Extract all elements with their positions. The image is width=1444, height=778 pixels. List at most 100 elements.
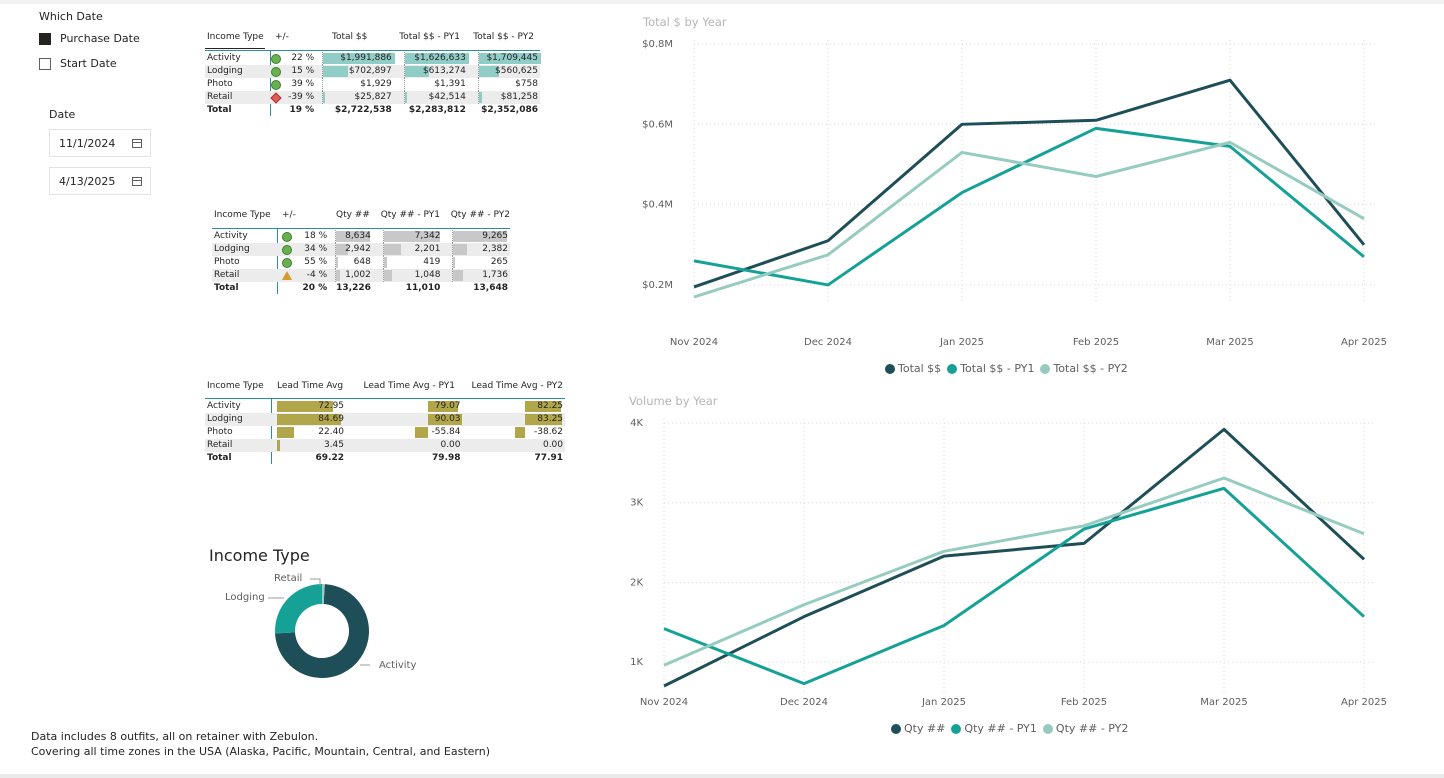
total-value: $2,722,538 [334,105,392,115]
value-cell: 84.69 [276,413,347,426]
status-circle-icon [271,79,282,90]
data-bar [478,92,482,103]
column-divider [277,228,278,294]
total-value: 13,226 [336,283,371,293]
legend-item[interactable]: Qty ## [891,722,945,735]
start-date-option[interactable]: Start Date [39,57,117,70]
calendar-icon[interactable] [132,176,142,186]
y-tick-label: $0.4M [642,200,673,211]
col-header-lead-time-py1[interactable]: Lead Time Avg - PY1 [363,381,455,391]
value-cell: 1,002 [335,269,373,282]
qty-table: Income Type +/- Qty ## Qty ## - PY1 Qty … [212,208,510,294]
col-header-change[interactable]: +/- [275,32,289,42]
calendar-icon[interactable] [132,138,142,148]
data-bar [453,244,468,255]
series-line-2[interactable] [693,140,1365,299]
col-header-lead-time[interactable]: Lead Time Avg [277,381,344,391]
data-bar [276,427,294,438]
col-header-lead-time-py2[interactable]: Lead Time Avg - PY2 [471,381,563,391]
table-row[interactable]: Retail 3.45 0.00 0.00 [205,439,565,452]
x-tick-label: Dec 2024 [780,697,828,708]
col-header-change[interactable]: +/- [282,210,296,220]
column-divider [270,50,271,116]
legend-dot-icon [1042,723,1053,734]
table-row[interactable]: Photo 22.40 -55.84 -38.62 [205,426,565,439]
table-row[interactable]: Photo 39 % $1,929 $1,391 $758 [205,78,540,91]
total-value: 79.98 [432,453,461,463]
bottom-strip [0,774,1444,778]
col-header-total[interactable]: Total $$ [332,32,368,42]
series-line-2[interactable] [663,476,1365,667]
series-line-1[interactable] [693,126,1365,287]
which-date-title: Which Date [39,10,103,23]
legend-item[interactable]: Total $$ [885,362,941,375]
table-body: Activity 22 % $1,991,886 $1,626,633 $1,709,4… [205,52,541,117]
date-slicer-title: Date [49,108,76,121]
data-bar [415,427,429,438]
series-line-0[interactable] [693,78,1366,289]
income-type-cell: Activity [214,231,248,241]
value-text: 84.69 [318,414,345,424]
table-row[interactable]: Activity 72.95 79.07 82.25 [205,400,565,413]
y-tick-label: $0.2M [642,280,673,291]
col-header-qty-py1[interactable]: Qty ## - PY1 [380,210,440,220]
change-percent: 39 % [291,79,315,89]
data-bar [404,92,407,103]
donut-slice-retail[interactable] [322,584,325,605]
col-header-qty[interactable]: Qty ## [336,210,370,220]
col-header-total-py2[interactable]: Total $$ - PY2 [473,32,534,42]
value-cell: 90.03 [393,413,463,426]
value-text: 72.95 [318,401,345,411]
table-row[interactable]: Photo 55 % 648 419 265 [212,256,510,269]
value-text: -55.84 [431,427,461,437]
table-row[interactable]: Activity 22 % $1,991,886 $1,626,633 $1,709,4… [205,52,541,65]
legend-item[interactable]: Qty ## - PY2 [1042,722,1128,735]
total-value: $2,283,812 [408,105,466,115]
table-row[interactable]: Lodging 15 % $702,897 $613,274 $560,625 [205,65,540,78]
value-text: 8,634 [345,231,371,241]
purchase-date-checkbox[interactable] [39,32,51,45]
value-text: -38.62 [534,427,564,437]
value-text: 1,048 [414,270,441,280]
income-type-cell: Retail [207,440,233,450]
col-header-total-py1[interactable]: Total $$ - PY1 [399,32,460,42]
kpi-cell: 34 % [276,243,332,256]
series-line-0[interactable] [663,427,1366,688]
table-row[interactable]: Lodging 84.69 90.03 83.25 [205,413,565,426]
table-header: Income Type Lead Time Avg Lead Time Avg … [205,379,565,393]
col-header-income-type[interactable]: Income Type [207,32,264,42]
series-line-1[interactable] [663,486,1366,686]
volume-by-year-legend: Qty ## Qty ## - PY1 Qty ## - PY2 [891,722,1134,735]
value-text: 1,736 [482,270,508,280]
legend-item[interactable]: Total $$ - PY2 [1040,362,1128,375]
total-change: 20 % [302,283,328,293]
legend-dot-icon [951,723,962,734]
table-body: Activity 72.95 79.07 82.25 Lodging 84.69 90.03… [205,400,565,465]
col-header-income-type[interactable]: Income Type [214,210,271,220]
lead-time-table: Income Type Lead Time Avg Lead Time Avg … [205,379,565,465]
legend-item[interactable]: Total $$ - PY1 [947,362,1034,375]
table-row[interactable]: Retail -39 % $25,827 $42,514 $81,258 [205,91,540,104]
total-label: Total [207,105,232,115]
status-circle-icon [281,257,292,268]
donut-slice-lodging[interactable] [275,584,322,634]
legend-item[interactable]: Qty ## - PY1 [951,722,1037,735]
legend-label: Qty ## - PY1 [964,722,1037,735]
value-text: $1,626,633 [414,53,466,63]
value-cell: -55.84 [393,426,463,439]
value-text: $25,827 [354,92,392,102]
col-header-income-type[interactable]: Income Type [207,381,264,391]
data-bar [323,92,326,103]
purchase-date-option[interactable]: Purchase Date [39,32,140,45]
value-cell: 82.25 [496,400,566,413]
start-date-checkbox[interactable] [39,57,51,70]
data-bar [478,53,541,64]
start-date-input[interactable]: 11/1/2024 [49,129,151,157]
table-row[interactable]: Activity 18 % 8,634 7,342 9,265 [212,230,510,243]
value-cell: $613,274 [403,65,468,78]
col-header-qty-py2[interactable]: Qty ## - PY2 [450,210,510,220]
end-date-input[interactable]: 4/13/2025 [49,167,151,195]
donut-slice-activity[interactable] [275,584,369,678]
table-row[interactable]: Lodging 34 % 2,942 2,201 2,382 [212,243,510,256]
table-row[interactable]: Retail -4 % 1,002 1,048 1,736 [212,269,510,282]
